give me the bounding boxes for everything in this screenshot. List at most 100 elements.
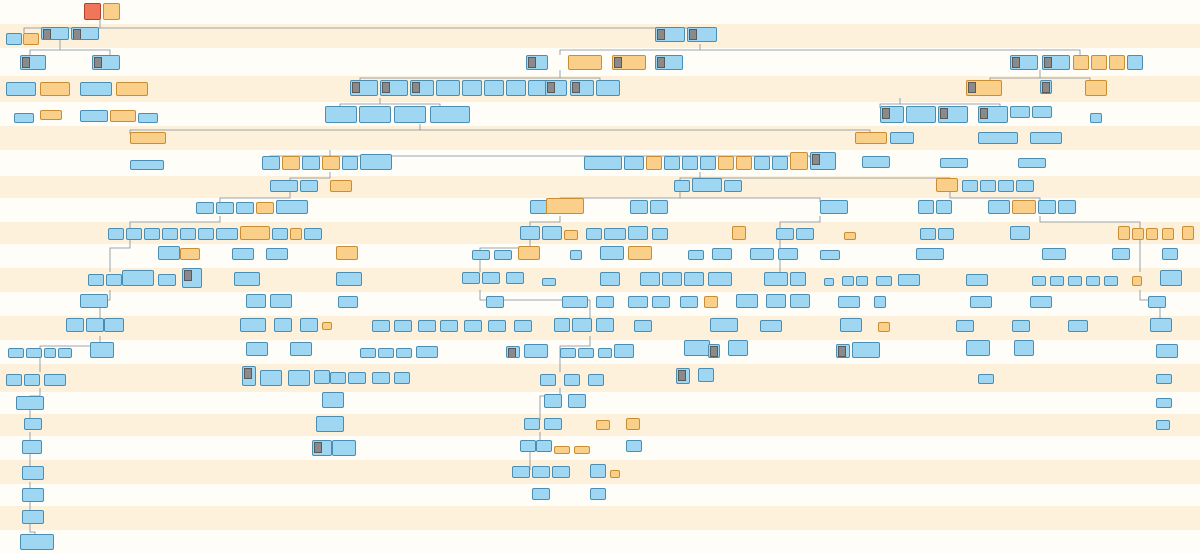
person-card[interactable] [916, 248, 944, 260]
person-card[interactable] [856, 276, 868, 286]
person-card[interactable] [126, 228, 142, 240]
person-card[interactable] [1030, 296, 1052, 308]
person-card[interactable] [766, 294, 786, 308]
person-card[interactable] [1050, 276, 1064, 286]
person-card[interactable] [338, 296, 358, 308]
person-card[interactable] [1042, 55, 1070, 70]
person-card[interactable] [687, 27, 717, 42]
person-card[interactable] [1146, 228, 1158, 240]
person-card[interactable] [652, 296, 670, 308]
person-card[interactable] [820, 200, 848, 214]
person-card[interactable] [878, 322, 890, 332]
person-card[interactable] [662, 272, 682, 286]
person-card[interactable] [6, 374, 22, 386]
person-card[interactable] [138, 113, 158, 123]
person-card[interactable] [698, 368, 714, 382]
person-card[interactable] [966, 80, 1002, 96]
person-card[interactable] [1016, 180, 1034, 192]
person-card[interactable] [350, 80, 378, 96]
person-card[interactable] [708, 272, 732, 286]
person-card[interactable] [246, 342, 268, 356]
person-card[interactable] [162, 228, 178, 240]
person-card[interactable] [545, 80, 567, 96]
person-card[interactable] [314, 370, 330, 384]
person-card[interactable] [564, 230, 578, 240]
person-card[interactable] [596, 80, 620, 96]
person-card[interactable] [628, 226, 648, 240]
person-card[interactable] [16, 396, 44, 410]
person-card[interactable] [568, 394, 586, 408]
person-card[interactable] [524, 418, 540, 430]
person-card[interactable] [568, 55, 602, 70]
person-card[interactable] [116, 82, 148, 96]
person-card[interactable] [682, 156, 698, 170]
person-card[interactable] [1127, 55, 1143, 70]
person-card[interactable] [23, 33, 39, 45]
person-card[interactable] [760, 320, 782, 332]
person-card[interactable] [332, 440, 356, 456]
person-card[interactable] [1162, 228, 1174, 240]
person-card[interactable] [544, 394, 562, 408]
person-card[interactable] [290, 342, 312, 356]
person-card[interactable] [288, 370, 310, 386]
person-card[interactable] [1012, 320, 1030, 332]
person-card[interactable] [394, 320, 412, 332]
person-card[interactable] [652, 228, 668, 240]
person-card[interactable] [1112, 248, 1130, 260]
person-card[interactable] [270, 180, 298, 192]
person-card[interactable] [1156, 374, 1172, 384]
person-card[interactable] [554, 446, 570, 454]
person-card[interactable] [274, 318, 292, 332]
person-card[interactable] [312, 440, 332, 456]
person-card[interactable] [360, 154, 392, 170]
person-card[interactable] [20, 55, 46, 70]
person-card[interactable] [430, 106, 470, 123]
person-card[interactable] [40, 82, 70, 96]
person-card[interactable] [196, 202, 214, 214]
person-card[interactable] [1032, 106, 1052, 118]
person-card[interactable] [1010, 55, 1038, 70]
person-card[interactable] [852, 342, 880, 358]
person-card[interactable] [462, 80, 482, 96]
person-card[interactable] [41, 27, 69, 40]
person-card[interactable] [938, 228, 954, 240]
person-card[interactable] [272, 228, 288, 240]
person-card[interactable] [22, 466, 44, 480]
person-card[interactable] [676, 368, 690, 384]
person-card[interactable] [600, 272, 620, 286]
person-card[interactable] [372, 372, 390, 384]
person-card[interactable] [646, 156, 662, 170]
person-card[interactable] [710, 318, 738, 332]
person-card[interactable] [464, 320, 482, 332]
person-card[interactable] [978, 106, 1008, 123]
person-card[interactable] [216, 202, 234, 214]
person-card[interactable] [6, 33, 22, 45]
person-card[interactable] [704, 296, 718, 308]
person-card[interactable] [624, 156, 644, 170]
person-card[interactable] [1010, 226, 1030, 240]
person-card[interactable] [655, 55, 683, 70]
person-card[interactable] [542, 278, 556, 286]
person-card[interactable] [236, 202, 254, 214]
person-card[interactable] [684, 272, 704, 286]
person-card[interactable] [750, 248, 774, 260]
person-card[interactable] [1132, 228, 1144, 240]
person-card[interactable] [262, 156, 280, 170]
person-card[interactable] [290, 228, 302, 240]
person-card[interactable] [554, 318, 570, 332]
person-card[interactable] [282, 156, 300, 170]
person-card[interactable] [862, 156, 890, 168]
person-card[interactable] [988, 200, 1010, 214]
person-card[interactable] [58, 348, 72, 358]
person-card[interactable] [1010, 106, 1030, 118]
person-card[interactable] [570, 80, 594, 96]
person-card[interactable] [14, 113, 34, 123]
person-card[interactable] [486, 296, 504, 308]
person-card[interactable] [316, 416, 344, 432]
person-card[interactable] [494, 250, 512, 260]
person-card[interactable] [1012, 200, 1036, 214]
person-card[interactable] [655, 27, 685, 42]
person-card[interactable] [1068, 276, 1082, 286]
person-card[interactable] [103, 3, 120, 20]
person-card[interactable] [540, 374, 556, 386]
